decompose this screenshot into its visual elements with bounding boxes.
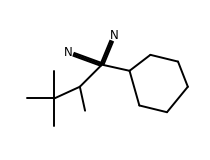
- Text: N: N: [110, 29, 118, 42]
- Text: N: N: [64, 46, 72, 59]
